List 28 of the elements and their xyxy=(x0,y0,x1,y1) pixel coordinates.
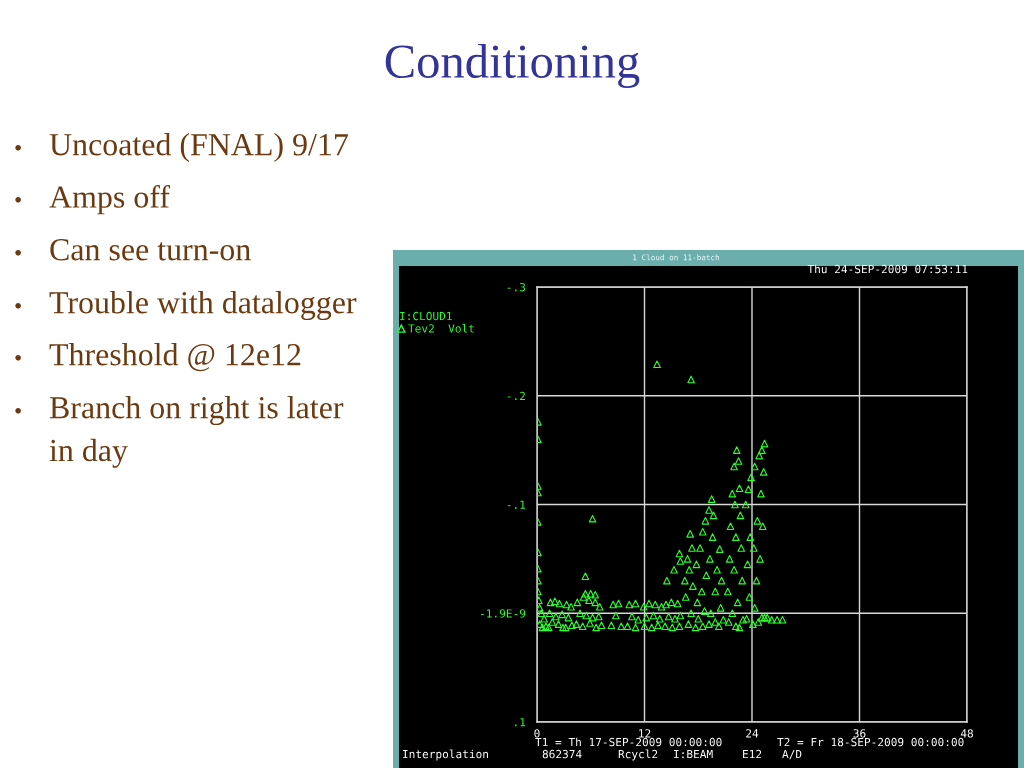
y-tick-label: -.3 xyxy=(507,283,526,292)
text: A/D xyxy=(782,749,802,760)
y-tick-label: .1 xyxy=(515,718,526,727)
x-tick-label: 48 xyxy=(960,729,973,738)
x-tick-label: 0 xyxy=(534,729,540,738)
text: T1 = Th 17-SEP-2009 00:00:00 xyxy=(535,737,722,747)
text: E12 xyxy=(743,749,762,759)
text: • Can see turn-on xyxy=(15,239,251,261)
text: Thu 24-SEP-2009 07:53:11 xyxy=(807,264,968,274)
text: • Threshold @ 12e12 xyxy=(15,343,301,372)
x-axis-title: I:BEAM xyxy=(674,749,713,759)
text: • Trouble with datalogger xyxy=(15,291,357,321)
text: • Amps off xyxy=(15,185,170,215)
chart-title: Conditioning xyxy=(385,43,640,89)
x-tick-label: 36 xyxy=(853,729,866,738)
text: Rcycl2 xyxy=(618,749,658,761)
legend-label: Tev2 Volt xyxy=(408,324,474,333)
x-tick-label: 24 xyxy=(746,729,759,738)
text: • Branch on right is later in day xyxy=(15,396,344,468)
y-axis-title: I:CLOUD1 xyxy=(400,311,452,321)
text: T2 = Fr 18-SEP-2009 00:00:00 xyxy=(777,737,964,747)
x-tick-label: 12 xyxy=(639,729,651,738)
text: 862374 xyxy=(542,749,582,759)
y-tick-label: -.2 xyxy=(507,391,525,400)
text: • Uncoated (FNAL) 9/17 xyxy=(15,133,348,162)
y-tick-label: -1.9E-9 xyxy=(481,609,526,618)
text: Interpolation xyxy=(403,749,488,761)
y-tick-label: -.1 xyxy=(507,500,526,509)
